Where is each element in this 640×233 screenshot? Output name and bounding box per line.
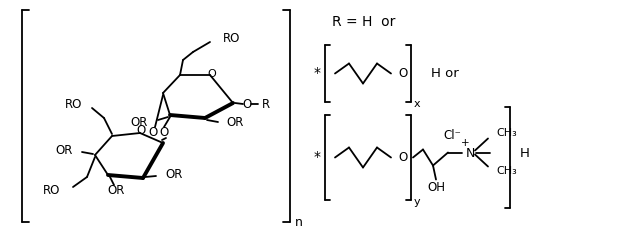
- Text: +: +: [461, 138, 469, 148]
- Text: O: O: [398, 67, 408, 80]
- Text: O: O: [136, 124, 146, 137]
- Text: O: O: [207, 69, 216, 79]
- Text: OR: OR: [131, 116, 148, 129]
- Text: O: O: [398, 151, 408, 164]
- Text: CH₃: CH₃: [496, 129, 516, 138]
- Text: RO: RO: [43, 185, 60, 198]
- Text: y: y: [413, 197, 420, 207]
- Text: OR: OR: [165, 168, 182, 182]
- Text: n: n: [295, 216, 303, 230]
- Text: Cl⁻: Cl⁻: [443, 129, 461, 142]
- Text: N: N: [465, 147, 475, 160]
- Text: *: *: [314, 151, 321, 164]
- Text: OR: OR: [56, 144, 73, 158]
- Text: RO: RO: [65, 97, 82, 110]
- Text: CH₃: CH₃: [496, 165, 516, 175]
- Text: O: O: [243, 97, 252, 110]
- Text: OH: OH: [427, 181, 445, 194]
- Text: OR: OR: [226, 116, 243, 130]
- Text: R = H  or: R = H or: [332, 15, 396, 29]
- Text: R: R: [262, 97, 270, 110]
- Text: x: x: [413, 99, 420, 109]
- Text: O: O: [159, 127, 168, 140]
- Text: H or: H or: [431, 67, 459, 80]
- Text: RO: RO: [223, 32, 241, 45]
- Text: OR: OR: [108, 185, 125, 198]
- Text: O: O: [148, 127, 157, 140]
- Text: H: H: [520, 147, 530, 160]
- Text: *: *: [314, 66, 321, 80]
